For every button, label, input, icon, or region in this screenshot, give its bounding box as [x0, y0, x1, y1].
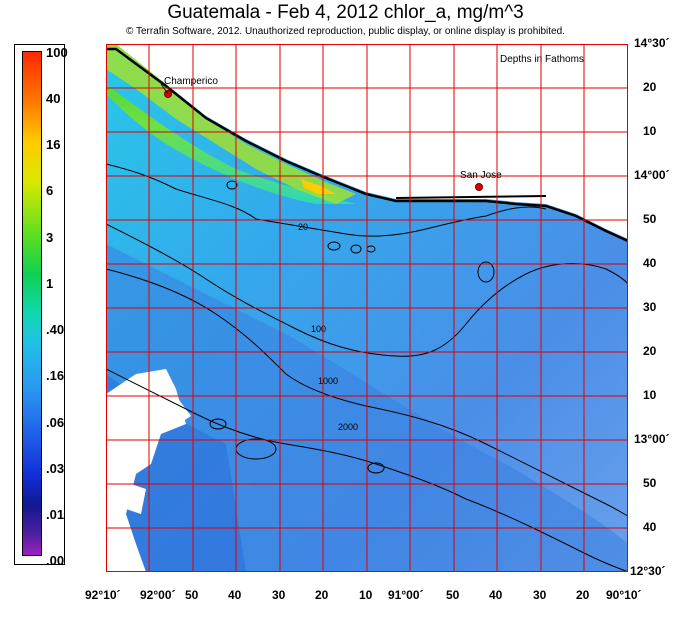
place-label-champerico: Champerico: [164, 76, 218, 87]
color-scale-label: 6: [46, 183, 54, 198]
longitude-label: 30: [533, 588, 547, 602]
depth-contour-2000: [106, 368, 628, 572]
depth-contour-island: [209, 418, 227, 430]
color-scale-label: 100: [46, 45, 68, 60]
depth-contour-island: [477, 261, 495, 283]
latitude-label: 20: [643, 80, 657, 94]
longitude-label: 10: [359, 588, 373, 602]
latitude-label: 20: [643, 344, 657, 358]
copyright-notice: © Terrafin Software, 2012. Unauthorized …: [126, 26, 565, 37]
depth-contour-label: 100: [311, 324, 326, 334]
depth-contour-20: [106, 163, 547, 237]
longitude-label: 20: [576, 588, 590, 602]
depth-contour-1000: [106, 268, 628, 517]
color-scale-label: .03: [46, 461, 65, 476]
no-data-area: [126, 484, 146, 514]
no-data-area: [106, 439, 121, 474]
color-scale-label: 16: [46, 137, 61, 152]
no-data-area: [111, 404, 126, 424]
depth-contour-island: [226, 180, 238, 190]
depth-contour-label: 20: [298, 222, 308, 232]
color-scale-label: .06: [46, 415, 65, 430]
latitude-label: 40: [643, 256, 657, 270]
coordinate-grid: [106, 44, 628, 572]
longitude-label: 50: [446, 588, 460, 602]
depth-contour-island: [327, 241, 341, 251]
color-scale-bar: [22, 51, 42, 556]
color-scale-label: 1: [46, 276, 54, 291]
depth-contours: [106, 163, 628, 572]
longitude-label: 92°10´: [85, 588, 121, 602]
latitude-label: 13°00´: [634, 432, 670, 446]
color-scale-label: 3: [46, 230, 54, 245]
latitude-label: 30: [643, 300, 657, 314]
longitude-label: 50: [185, 588, 199, 602]
latitude-label: 12°30´: [630, 564, 666, 578]
depth-contour-label: 1000: [318, 376, 338, 386]
latitude-label: 14°00´: [634, 168, 670, 182]
color-scale-legend: 100 40 16 6 3 1 .40 .16 .06 .03 .01 .00: [14, 44, 68, 568]
depth-contour-island: [367, 462, 385, 474]
coastline: [395, 195, 547, 199]
coastal-bloom-peak: [301, 179, 336, 194]
chlorophyll-map: 20 100 1000 2000 Champerico San Jose: [106, 44, 628, 572]
color-scale-label: .16: [46, 368, 65, 383]
longitude-label: 30: [272, 588, 286, 602]
depth-contour-island: [350, 244, 362, 254]
longitude-label: 92°00´: [140, 588, 176, 602]
san-jose-marker: [475, 183, 483, 191]
longitude-label: 20: [315, 588, 329, 602]
latitude-label: 14°30´: [634, 36, 670, 50]
color-scale-label: .00: [46, 553, 65, 568]
depth-contour-label: 2000: [338, 422, 358, 432]
place-label-san-jose: San Jose: [460, 170, 502, 181]
longitude-label: 40: [489, 588, 503, 602]
longitude-label: 90°10´: [606, 588, 642, 602]
color-scale-label: 40: [46, 91, 61, 106]
no-data-area: [116, 542, 136, 562]
depth-units-note: Depths in Fathoms: [500, 54, 584, 65]
longitude-label: 40: [228, 588, 242, 602]
color-scale-label: .01: [46, 507, 65, 522]
latitude-label: 10: [643, 388, 657, 402]
map-title: Guatemala - Feb 4, 2012 chlor_a, mg/m^3: [167, 2, 524, 23]
latitude-label: 40: [643, 520, 657, 534]
coastal-bloom: [106, 44, 356, 204]
latitude-label: 10: [643, 124, 657, 138]
longitude-label: 91°00´: [388, 588, 424, 602]
no-data-area: [146, 396, 191, 429]
latitude-label: 50: [643, 212, 657, 226]
latitude-label: 50: [643, 476, 657, 490]
color-scale-label: .40: [46, 322, 65, 337]
